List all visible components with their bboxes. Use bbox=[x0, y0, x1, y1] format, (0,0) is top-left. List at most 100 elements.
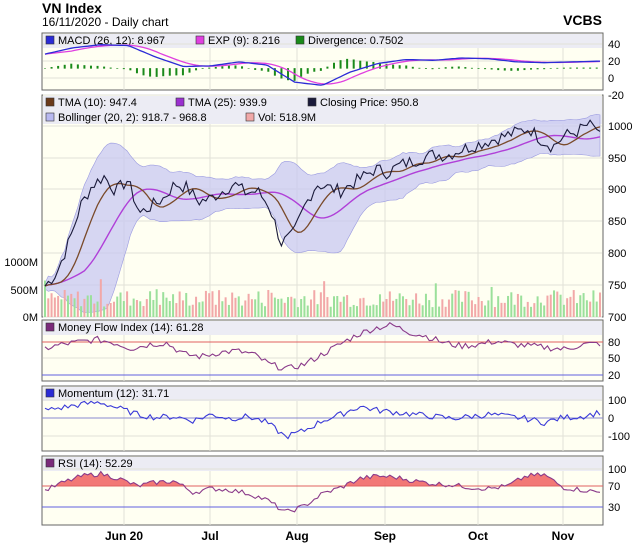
divergence-bar bbox=[201, 68, 204, 69]
divergence-bar bbox=[313, 68, 316, 72]
volume-bar bbox=[149, 291, 152, 317]
volume-bar bbox=[382, 301, 385, 317]
brand-label: VCBS bbox=[563, 12, 602, 28]
divergence-bar bbox=[122, 68, 125, 70]
bollinger-band bbox=[44, 114, 601, 313]
divergence-bar bbox=[543, 68, 546, 70]
volume-bar bbox=[198, 302, 201, 317]
rsi-legend-swatch bbox=[45, 458, 55, 468]
volume-bar bbox=[181, 300, 184, 317]
volume-bar bbox=[122, 301, 125, 317]
x-tick-label: Jun 20 bbox=[105, 529, 143, 543]
divergence-bar bbox=[175, 68, 178, 76]
divergence-bar bbox=[208, 67, 211, 69]
volume-bar bbox=[520, 295, 523, 317]
volume-bar bbox=[83, 298, 86, 317]
divergence-bar bbox=[411, 66, 414, 69]
momentum-y-tick-label: 0 bbox=[608, 413, 614, 425]
volume-bar bbox=[86, 295, 89, 317]
divergence-bar bbox=[582, 67, 585, 69]
volume-bar bbox=[589, 301, 592, 317]
volume-bar bbox=[93, 303, 96, 317]
price-y-tick-label: 950 bbox=[608, 153, 626, 165]
volume-bar bbox=[365, 305, 368, 317]
divergence-bar bbox=[523, 68, 526, 71]
volume-bar bbox=[116, 296, 119, 317]
volume-bar bbox=[204, 290, 207, 317]
volume-bar bbox=[214, 304, 217, 317]
volume-bar bbox=[326, 297, 329, 317]
volume-bar bbox=[168, 301, 171, 317]
divergence-bar bbox=[490, 68, 493, 70]
volume-bar bbox=[553, 290, 556, 317]
volume-bar bbox=[342, 296, 345, 317]
volume-bar bbox=[280, 298, 283, 317]
divergence-bar bbox=[510, 68, 513, 71]
divergence-bar bbox=[365, 61, 368, 69]
divergence-bar bbox=[392, 64, 395, 69]
price-legend-swatch bbox=[175, 97, 185, 107]
divergence-bar bbox=[234, 65, 237, 69]
volume-bar bbox=[510, 292, 513, 317]
volume-bar bbox=[234, 297, 237, 317]
volume-bar bbox=[438, 306, 441, 317]
rsi-legend-band bbox=[43, 457, 602, 471]
volume-bar bbox=[359, 298, 362, 317]
divergence-bar bbox=[89, 65, 92, 69]
volume-bar bbox=[296, 307, 299, 317]
volume-bar bbox=[461, 301, 464, 317]
mfi-y-tick-label: 20 bbox=[608, 370, 620, 382]
volume-bar bbox=[96, 301, 99, 317]
volume-bar bbox=[293, 298, 296, 317]
volume-bar bbox=[530, 306, 533, 317]
volume-bar bbox=[139, 301, 142, 317]
divergence-bar bbox=[536, 68, 539, 70]
mfi-y-tick-label: 50 bbox=[608, 353, 620, 365]
volume-bar bbox=[405, 298, 408, 317]
divergence-bar bbox=[589, 67, 592, 69]
divergence-bar bbox=[135, 68, 138, 74]
volume-bar bbox=[484, 305, 487, 317]
volume-bar bbox=[162, 292, 165, 317]
macd-y-tick-label: -20 bbox=[608, 90, 624, 102]
volume-bar bbox=[378, 294, 381, 317]
volume-bar bbox=[158, 304, 161, 317]
volume-bar bbox=[497, 296, 500, 317]
price-legend-swatch bbox=[45, 112, 55, 122]
volume-bar bbox=[109, 303, 112, 317]
volume-bar bbox=[145, 299, 148, 317]
divergence-bar bbox=[149, 68, 152, 77]
divergence-bar bbox=[129, 68, 132, 71]
x-tick-label: Oct bbox=[468, 529, 488, 543]
volume-bar bbox=[392, 300, 395, 317]
volume-bar bbox=[80, 306, 83, 317]
volume-bar bbox=[395, 298, 398, 317]
volume-bar bbox=[70, 293, 73, 317]
volume-bar bbox=[411, 299, 414, 317]
volume-bar bbox=[372, 304, 375, 317]
volume-bar bbox=[132, 298, 135, 317]
divergence-bar bbox=[57, 65, 60, 69]
price-legend-label: Vol: 518.9M bbox=[258, 112, 316, 124]
divergence-bar bbox=[287, 68, 290, 81]
volume-bar bbox=[47, 298, 50, 317]
divergence-bar bbox=[464, 67, 467, 69]
divergence-bar bbox=[595, 67, 598, 69]
macd-y-tick-label: 40 bbox=[608, 39, 620, 51]
divergence-bar bbox=[63, 64, 66, 69]
volume-bar bbox=[477, 297, 480, 317]
volume-bar bbox=[112, 301, 115, 317]
volume-bar bbox=[375, 305, 378, 317]
volume-bar bbox=[418, 303, 421, 317]
divergence-bar bbox=[300, 68, 303, 77]
divergence-bar bbox=[346, 58, 349, 69]
volume-bar bbox=[53, 297, 56, 317]
divergence-bar bbox=[418, 67, 421, 69]
volume-bar bbox=[227, 304, 230, 317]
divergence-bar bbox=[319, 68, 322, 71]
volume-bar bbox=[507, 295, 510, 317]
volume-bar bbox=[585, 300, 588, 317]
volume-bar bbox=[415, 293, 418, 317]
divergence-bar bbox=[188, 68, 191, 73]
